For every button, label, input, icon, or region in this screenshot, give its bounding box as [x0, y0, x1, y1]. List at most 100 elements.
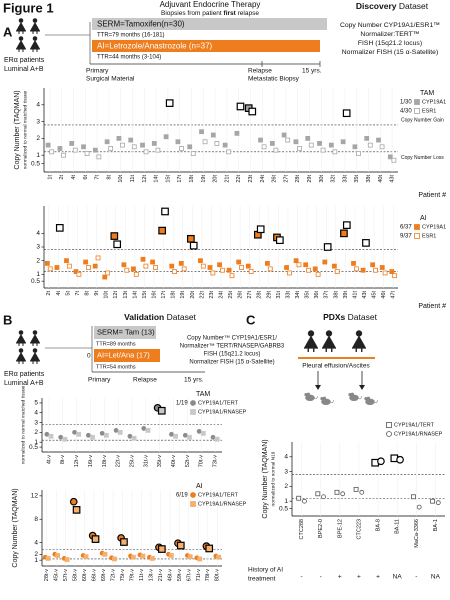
- legend-label: CYP19A1/RNASEP: [394, 431, 443, 437]
- data-point: [175, 139, 181, 145]
- data-point: [179, 146, 184, 151]
- data-point: [176, 541, 185, 550]
- y-tick-label: 0.5: [29, 444, 38, 451]
- x-tick-label: 78t-v: [205, 569, 211, 581]
- mouse-icon: [320, 396, 334, 406]
- x-tick-label: 43t: [390, 175, 396, 183]
- data-point: [169, 431, 174, 437]
- method-line: FISH (15q21.2 locus): [358, 40, 422, 47]
- x-tick-label: 72t-v: [111, 569, 117, 581]
- y-tick-label: 2: [34, 429, 38, 436]
- data-point: [216, 554, 222, 560]
- patient-icon: [322, 330, 336, 352]
- data-point: [373, 267, 378, 273]
- dataset-part: Validation: [124, 312, 164, 322]
- data-point: [95, 255, 101, 261]
- data-point: [172, 269, 177, 275]
- data-point: [360, 267, 366, 273]
- patient-icon: [30, 36, 40, 52]
- x-tick-label: 12t-v: [74, 455, 80, 467]
- data-point: [72, 506, 81, 514]
- x-tick-label: 43t: [362, 291, 368, 299]
- y-tick-label: 0.5: [31, 278, 40, 285]
- data-point: [99, 430, 105, 436]
- patient-text: ERα patients: [4, 57, 45, 64]
- data-point: [81, 144, 86, 150]
- data-point: [83, 259, 89, 265]
- patient-text: Luminal A+B: [4, 66, 44, 73]
- patient-text: ERα patients: [4, 371, 45, 378]
- y-tick-label: 2: [36, 135, 40, 142]
- data-point: [131, 144, 137, 150]
- dataset-title: Discovery Dataset: [356, 1, 429, 11]
- x-tick-label: 5t: [65, 291, 71, 296]
- x-tick-label: 38t: [333, 291, 339, 299]
- legend-swatch: [190, 492, 196, 498]
- data-point: [342, 221, 351, 229]
- legend-swatch: [414, 233, 420, 239]
- data-point: [61, 152, 66, 158]
- data-point: [340, 229, 348, 238]
- legend-count: 9/37: [400, 234, 412, 240]
- legend-swatch: [386, 431, 392, 437]
- data-point: [44, 260, 50, 266]
- patient-text: Luminal A+B: [4, 380, 44, 387]
- data-point: [58, 434, 64, 440]
- timeline-label: 15 yrs.: [302, 68, 322, 75]
- legend-label: CYP19A1/RNASEP: [198, 409, 247, 415]
- x-tick-label: 35t-v: [157, 455, 163, 467]
- data-point: [113, 427, 119, 433]
- data-point: [382, 270, 388, 276]
- data-point: [222, 142, 228, 148]
- data-point: [226, 267, 232, 273]
- dataset-part: Dataset: [396, 1, 428, 11]
- row-value: -: [320, 574, 322, 581]
- row-value: -: [415, 574, 417, 581]
- data-point: [62, 436, 68, 442]
- data-point: [198, 258, 203, 264]
- data-point: [340, 139, 346, 145]
- data-point: [72, 147, 78, 153]
- data-point: [54, 265, 60, 270]
- legend-title: TAM: [420, 90, 434, 97]
- data-point: [151, 141, 157, 146]
- x-tick-label: 15t: [165, 175, 171, 183]
- x-tick-label: 45t-v: [54, 569, 60, 581]
- data-point: [302, 498, 307, 504]
- tam-arm: SERM=Tamoxifen(n=30): [97, 20, 185, 29]
- data-point: [140, 142, 145, 148]
- dataset-part: PDXs: [323, 312, 345, 322]
- data-point: [200, 263, 206, 269]
- mouse-icon: [364, 396, 378, 406]
- data-point: [113, 240, 122, 249]
- y-axis-sublabel: normalized to normal matched tissue: [22, 90, 28, 169]
- data-point: [321, 494, 326, 500]
- data-point: [205, 544, 214, 553]
- x-tick-label: 27t: [247, 291, 253, 299]
- method-line: Copy Number™ CYP19A1/ESR1/: [187, 335, 277, 342]
- data-point: [411, 494, 416, 500]
- data-point: [236, 102, 245, 111]
- data-point: [76, 431, 82, 437]
- data-point: [91, 535, 100, 543]
- data-point: [73, 269, 79, 275]
- data-point: [328, 142, 334, 148]
- arrow-head: [315, 385, 321, 390]
- data-point: [416, 504, 422, 510]
- ai-arm-bar: [94, 349, 160, 362]
- x-tick-label: 28t: [295, 175, 301, 183]
- x-tick-label: 71t-v: [196, 569, 202, 581]
- tam-ttr: TTR=89 months: [96, 341, 136, 347]
- y-tick-label: 4: [34, 409, 38, 416]
- y-tick-label: 1: [284, 498, 288, 505]
- data-point: [334, 489, 340, 495]
- x-tick-label: 21t: [224, 175, 230, 183]
- y-tick-label: 1: [36, 271, 40, 278]
- data-point: [92, 263, 98, 269]
- data-point: [47, 266, 53, 272]
- legend-label: CYP19A1: [422, 99, 446, 105]
- x-tick-label: 22t: [199, 291, 205, 299]
- row-value: NA: [393, 574, 403, 581]
- data-point: [356, 151, 361, 156]
- data-point: [140, 256, 146, 262]
